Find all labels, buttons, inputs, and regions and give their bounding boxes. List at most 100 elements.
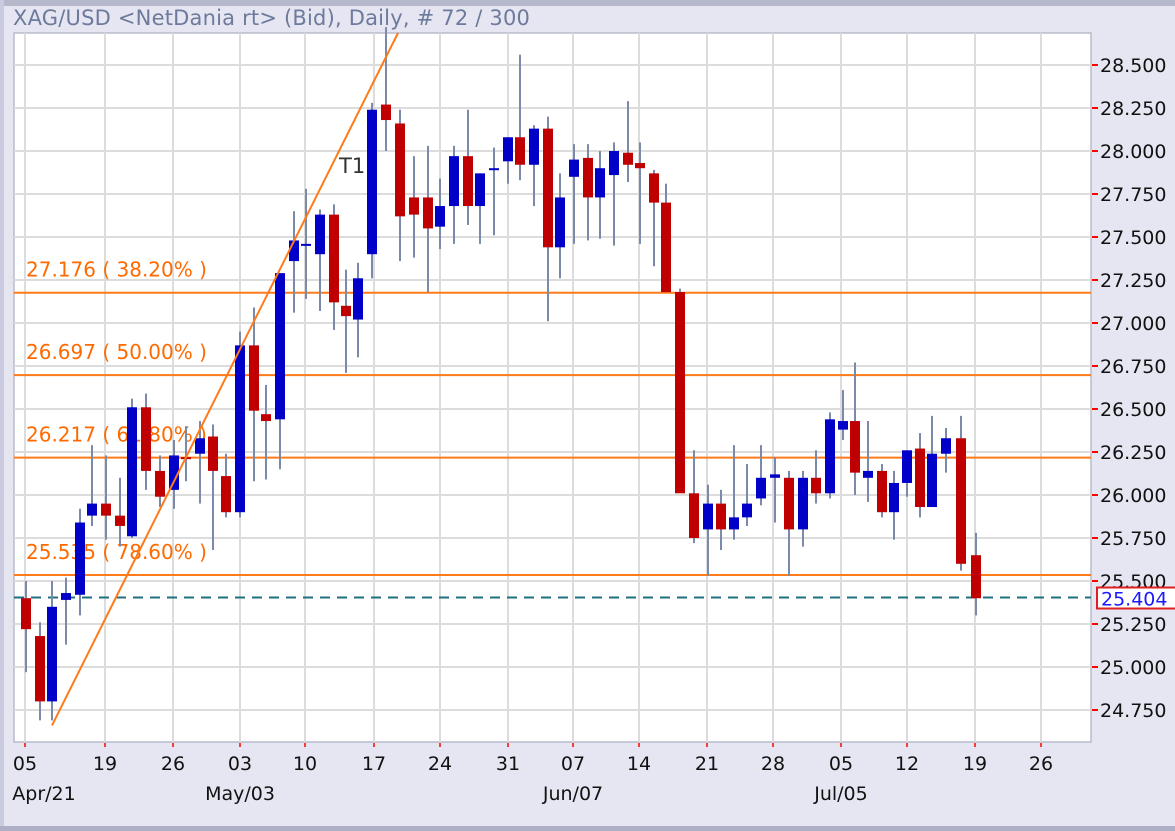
y-axis-label: 26.500 bbox=[1100, 399, 1166, 421]
candle-body-down[interactable] bbox=[101, 503, 111, 516]
x-axis-label: 26 bbox=[161, 753, 185, 775]
candle-body-down[interactable] bbox=[956, 438, 966, 564]
candle-body-up[interactable] bbox=[529, 128, 539, 165]
candle-body-down[interactable] bbox=[915, 448, 925, 508]
candle-body-up[interactable] bbox=[798, 477, 808, 530]
candle-body-down[interactable] bbox=[141, 407, 151, 471]
candle-body-up[interactable] bbox=[289, 240, 299, 262]
candle-body-up[interactable] bbox=[235, 345, 245, 513]
candle-body-down[interactable] bbox=[395, 123, 405, 217]
candle-body-down[interactable] bbox=[877, 470, 887, 513]
y-axis-label: 27.750 bbox=[1100, 184, 1166, 206]
candle-body-down[interactable] bbox=[583, 157, 593, 198]
x-axis-label: 19 bbox=[963, 753, 987, 775]
chart-title: XAG/USD <NetDania rt> (Bid), Daily, # 72… bbox=[13, 6, 531, 30]
candle-body-up[interactable] bbox=[927, 453, 937, 508]
candle-body-up[interactable] bbox=[902, 450, 912, 483]
y-axis-label: 25.250 bbox=[1100, 614, 1166, 636]
candle-body-down[interactable] bbox=[661, 202, 671, 293]
candle-body-down[interactable] bbox=[635, 163, 645, 169]
x-axis-label: 19 bbox=[93, 753, 117, 775]
candle-body-up[interactable] bbox=[703, 503, 713, 530]
candle-body-up[interactable] bbox=[47, 606, 57, 702]
candle-body-up[interactable] bbox=[825, 419, 835, 494]
candle-body-down[interactable] bbox=[341, 305, 351, 317]
trendline-label: T1 bbox=[338, 154, 365, 178]
candle-body-up[interactable] bbox=[729, 517, 739, 530]
candle-body-down[interactable] bbox=[675, 292, 685, 494]
candle-body-up[interactable] bbox=[475, 173, 485, 207]
candle-body-down[interactable] bbox=[784, 477, 794, 530]
candle-body-up[interactable] bbox=[61, 593, 71, 600]
candle-body-up[interactable] bbox=[87, 503, 97, 516]
trendline[interactable] bbox=[51, 32, 399, 726]
candle-body-up[interactable] bbox=[367, 109, 377, 255]
candle-body-down[interactable] bbox=[716, 503, 726, 530]
y-axis-label: 26.250 bbox=[1100, 442, 1166, 464]
candle-body-down[interactable] bbox=[850, 421, 860, 473]
x-axis-month-label: May/03 bbox=[205, 783, 275, 805]
y-axis-label: 25.750 bbox=[1100, 528, 1166, 550]
candle-body-down[interactable] bbox=[155, 470, 165, 497]
candle-body-down[interactable] bbox=[249, 345, 259, 411]
candle-body-down[interactable] bbox=[208, 436, 218, 471]
fibonacci-level-label: 26.697 ( 50.00% ) bbox=[26, 340, 207, 364]
candle-body-down[interactable] bbox=[409, 197, 419, 215]
candle-body-down[interactable] bbox=[623, 152, 633, 165]
candle-body-up[interactable] bbox=[756, 477, 766, 499]
candle-body-up[interactable] bbox=[838, 421, 848, 430]
candle-body-down[interactable] bbox=[329, 214, 339, 303]
candle-body-down[interactable] bbox=[515, 137, 525, 165]
y-axis-label: 28.500 bbox=[1100, 55, 1166, 77]
window-left-bar bbox=[0, 0, 4, 831]
candle-body-down[interactable] bbox=[811, 477, 821, 494]
candle-body-down[interactable] bbox=[689, 493, 699, 538]
candle-body-down[interactable] bbox=[463, 156, 473, 207]
candle-body-up[interactable] bbox=[169, 455, 179, 490]
x-axis-label: 12 bbox=[895, 753, 919, 775]
candle-body-up[interactable] bbox=[889, 482, 899, 513]
candle-body-down[interactable] bbox=[649, 173, 659, 203]
candle-body-up[interactable] bbox=[489, 168, 499, 171]
candle-body-down[interactable] bbox=[381, 104, 391, 121]
x-axis-label: 24 bbox=[428, 753, 452, 775]
x-axis-label: 26 bbox=[1029, 753, 1053, 775]
candle-body-up[interactable] bbox=[595, 168, 605, 198]
y-axis-label: 27.000 bbox=[1100, 313, 1166, 335]
candle-body-down[interactable] bbox=[423, 197, 433, 229]
candle-body-up[interactable] bbox=[569, 159, 579, 177]
candle-body-up[interactable] bbox=[770, 474, 780, 478]
candle-body-up[interactable] bbox=[435, 206, 445, 227]
candle-body-up[interactable] bbox=[353, 278, 363, 320]
x-axis-month-label: Jul/05 bbox=[813, 783, 868, 805]
fibonacci-level-label: 27.176 ( 38.20% ) bbox=[26, 258, 207, 282]
candle-body-down[interactable] bbox=[971, 555, 981, 599]
candle-body-down[interactable] bbox=[35, 636, 45, 702]
x-axis-month-label: Jun/07 bbox=[542, 783, 603, 805]
y-axis-label: 28.250 bbox=[1100, 98, 1166, 120]
candle-body-up[interactable] bbox=[127, 407, 137, 537]
candle-body-up[interactable] bbox=[555, 197, 565, 248]
candle-body-up[interactable] bbox=[609, 151, 619, 176]
candle-body-down[interactable] bbox=[261, 414, 271, 422]
candle-body-down[interactable] bbox=[543, 128, 553, 248]
x-axis-label: 05 bbox=[13, 753, 37, 775]
candle-body-up[interactable] bbox=[315, 214, 325, 255]
candle-body-up[interactable] bbox=[742, 503, 752, 518]
x-axis-label: 31 bbox=[496, 753, 520, 775]
candle-body-up[interactable] bbox=[503, 137, 513, 162]
candle-body-down[interactable] bbox=[221, 476, 231, 513]
x-axis-label: 07 bbox=[561, 753, 585, 775]
candle-body-up[interactable] bbox=[301, 243, 311, 246]
candle-body-up[interactable] bbox=[195, 438, 205, 454]
candle-body-up[interactable] bbox=[449, 156, 459, 207]
candle-body-down[interactable] bbox=[21, 598, 31, 630]
y-axis-label: 26.750 bbox=[1100, 356, 1166, 378]
candle-body-up[interactable] bbox=[75, 522, 85, 595]
candle-body-up[interactable] bbox=[863, 470, 873, 478]
candle-body-down[interactable] bbox=[115, 515, 125, 526]
fibonacci-level-label: 26.217 ( 61.80% ) bbox=[26, 423, 207, 447]
candle-body-up[interactable] bbox=[275, 273, 285, 420]
candle-body-up[interactable] bbox=[941, 438, 951, 454]
